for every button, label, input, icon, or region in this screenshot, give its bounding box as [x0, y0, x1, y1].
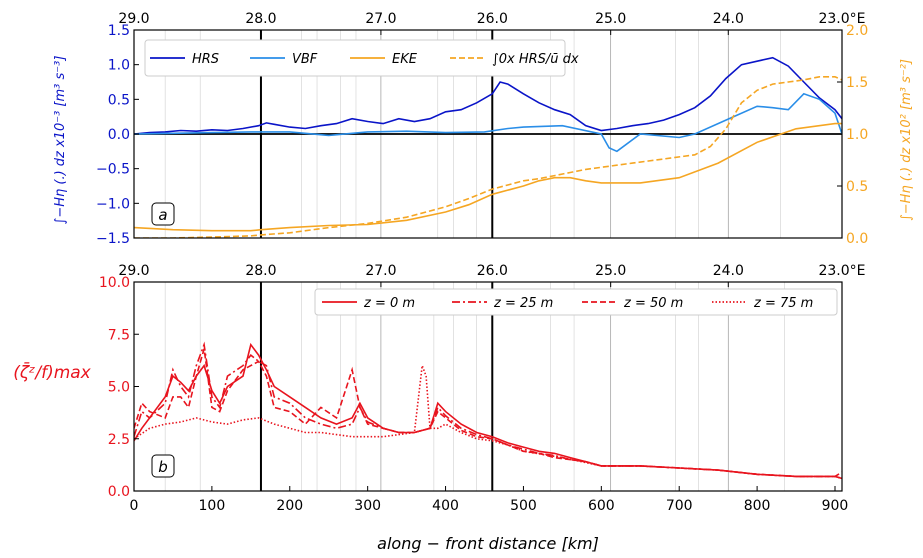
top-tick-label: 28.0	[245, 263, 276, 279]
bottom-tick-label: 200	[276, 498, 303, 514]
series-line--0x-hrs-dx	[134, 76, 842, 238]
panel-b-grid	[164, 282, 785, 491]
series-line-vbf	[134, 92, 842, 153]
panel-b-ylabel: (ζ̄ᶻ/f)max	[13, 361, 91, 383]
top-tick-label: 29.0	[118, 11, 149, 27]
bottom-tick-label: 500	[510, 498, 537, 514]
series-line-z-0-m	[134, 342, 842, 480]
top-tick-label: 24.0	[713, 263, 744, 279]
panel-a-ylabel-left: ∫−Hη (.) dz x10⁻³ [m³ s⁻³]	[53, 56, 68, 225]
legend-entry: ∫0x HRS/ū dx	[492, 52, 579, 67]
bottom-tick-label: 600	[588, 498, 615, 514]
series-line-eke	[134, 122, 842, 232]
left-tick-label: 10.0	[99, 275, 130, 291]
panel-b-label-box: b	[151, 454, 175, 478]
panel-a-series	[134, 56, 842, 238]
right-tick-label: 1.5	[846, 75, 868, 91]
legend-entry: z = 0 m	[363, 296, 415, 311]
left-tick-label: 7.5	[108, 327, 130, 343]
left-tick-label: 5.0	[108, 380, 130, 396]
panel-a-label: a	[158, 206, 167, 224]
legend-entry: HRS	[192, 52, 219, 67]
panel-b-ticks: 29.0 28.0 27.0 26.0 25.0 24.0 23.0°E 0 100 200 300…	[99, 263, 866, 514]
panel-b: 29.0 28.0 27.0 26.0 25.0 24.0 23.0°E 0 100 200 300…	[13, 263, 865, 553]
left-tick-label: 0.0	[108, 484, 130, 500]
series-line-z-25-m	[134, 341, 842, 480]
bottom-tick-label: 700	[666, 498, 693, 514]
left-tick-label: 2.5	[108, 432, 130, 448]
top-tick-label: 28.0	[245, 11, 276, 27]
left-tick-label: −0.5	[96, 162, 130, 178]
legend-entry: z = 50 m	[623, 296, 683, 311]
top-tick-label: 23.0°E	[818, 263, 865, 279]
series-line-z-75-m	[134, 365, 842, 480]
top-tick-label: 25.0	[595, 263, 626, 279]
legend-entry: z = 25 m	[493, 296, 553, 311]
panel-a-legend: HRS VBF EKE ∫0x HRS/ū dx	[144, 39, 579, 77]
panel-b-legend: z = 0 m z = 25 m z = 50 m z = 75 m	[314, 288, 838, 316]
bottom-tick-label: 900	[822, 498, 849, 514]
top-tick-label: 26.0	[477, 11, 508, 27]
top-tick-label: 27.0	[365, 11, 396, 27]
legend-entry: z = 75 m	[753, 296, 813, 311]
left-tick-label: −1.5	[96, 231, 130, 247]
right-tick-label: 0.0	[846, 231, 868, 247]
panel-a: 29.0 28.0 27.0 26.0 25.0 24.0 23.0°E −1.5 −1.0 −0…	[53, 11, 914, 247]
right-tick-label: 1.0	[846, 127, 868, 143]
legend-entry: VBF	[292, 52, 318, 67]
panel-b-xlabel: along − front distance [km]	[377, 534, 599, 553]
left-tick-label: −1.0	[96, 196, 130, 212]
left-tick-label: 0.5	[108, 92, 130, 108]
panel-a-ticks: 29.0 28.0 27.0 26.0 25.0 24.0 23.0°E −1.5 −1.0 −0…	[96, 11, 868, 247]
top-tick-label: 29.0	[118, 263, 149, 279]
series-line-z-50-m	[134, 348, 842, 478]
panel-b-label: b	[158, 458, 168, 476]
series-line-hrs	[134, 56, 842, 135]
top-tick-label: 23.0°E	[818, 11, 865, 27]
bottom-tick-label: 0	[130, 498, 139, 514]
top-tick-label: 26.0	[477, 263, 508, 279]
bottom-tick-label: 300	[354, 498, 381, 514]
top-tick-label: 27.0	[365, 263, 396, 279]
top-tick-label: 25.0	[595, 11, 626, 27]
panel-b-series	[134, 341, 842, 480]
bottom-tick-label: 100	[199, 498, 226, 514]
panel-a-ylabel-right: ∫−Hη (.) dz x10² [m³ s⁻²]	[899, 59, 914, 221]
left-tick-label: 0.0	[108, 127, 130, 143]
right-tick-label: 0.5	[846, 179, 868, 195]
panel-a-label-box: a	[151, 202, 175, 226]
left-tick-label: 1.5	[108, 23, 130, 39]
legend-entry: EKE	[392, 52, 418, 67]
right-tick-label: 2.0	[846, 23, 868, 39]
top-tick-label: 24.0	[713, 11, 744, 27]
bottom-tick-label: 800	[744, 498, 771, 514]
legend-box-b	[314, 288, 838, 316]
left-tick-label: 1.0	[108, 58, 130, 74]
bottom-tick-label: 400	[432, 498, 459, 514]
